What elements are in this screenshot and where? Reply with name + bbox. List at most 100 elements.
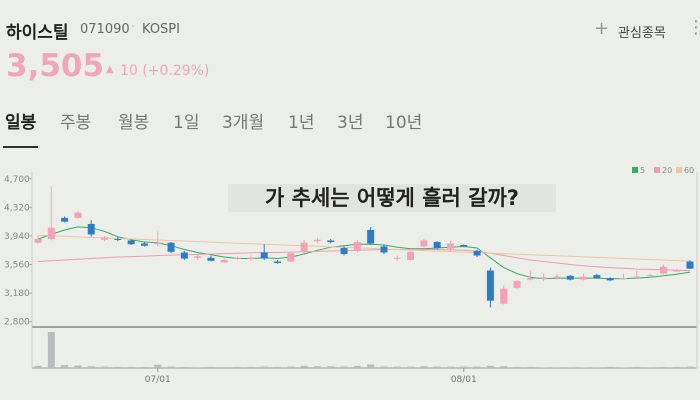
volume-bar	[367, 364, 375, 368]
candle-body	[340, 247, 348, 255]
candle-body	[606, 278, 614, 281]
candle-body	[260, 252, 268, 259]
more-icon[interactable]: ⋮	[687, 17, 700, 38]
candle-body	[61, 217, 69, 222]
annotation: 가 추세는 어떻게 흘러 갈까?	[265, 186, 519, 210]
volume-bar	[553, 367, 561, 368]
volume-bar	[61, 365, 69, 368]
y-tick-label: 4,320	[4, 203, 30, 213]
volume-bar	[167, 366, 175, 368]
volume-bar	[327, 366, 335, 368]
volume-bar	[220, 367, 228, 368]
candle-body	[87, 223, 95, 235]
moving-average	[37, 249, 691, 272]
volume-bar	[420, 366, 428, 368]
volume-bar	[87, 366, 95, 368]
candle-body	[287, 253, 295, 262]
candle-body	[327, 240, 335, 242]
candle-body	[353, 241, 361, 252]
volume-bar	[540, 367, 548, 368]
candle-body	[313, 239, 321, 242]
price: 3,505	[6, 48, 105, 84]
candle-body	[673, 270, 681, 272]
candle-body	[194, 256, 202, 258]
volume-bar	[313, 366, 321, 368]
y-tick-label: 3,180	[4, 289, 30, 299]
period-tab[interactable]: 1년	[288, 113, 315, 133]
period-tab[interactable]: 3년	[337, 113, 364, 133]
volume-bar	[593, 367, 601, 368]
candle-body	[646, 275, 654, 277]
volume-bar	[287, 366, 295, 368]
volume-bar	[127, 366, 135, 368]
period-tab[interactable]: 일봉	[5, 113, 37, 133]
period-tab[interactable]: 월봉	[118, 113, 150, 133]
candle-body	[140, 243, 148, 246]
candle-body	[101, 237, 109, 240]
volume-bar	[74, 365, 82, 368]
candle-body	[580, 276, 588, 280]
x-tick-label: 07/01	[145, 375, 171, 385]
candle-body	[127, 240, 135, 245]
y-tick-label: 4,700	[4, 175, 30, 185]
plus-icon[interactable]: +	[594, 18, 610, 39]
volume-bar	[180, 366, 188, 368]
legend-label: 5	[640, 166, 645, 175]
candle-body	[686, 261, 694, 269]
volume-bar	[34, 365, 42, 368]
candle-body	[380, 246, 388, 253]
market: KOSPI	[142, 22, 180, 37]
volume-bar	[140, 366, 148, 368]
separator-dot: ·	[131, 19, 136, 35]
volume-bar	[340, 366, 348, 368]
legend-swatch	[632, 167, 638, 173]
period-tab[interactable]: 3개월	[222, 113, 265, 133]
candle-body	[486, 270, 494, 301]
candle-body	[593, 275, 601, 279]
volume-bar	[500, 366, 508, 368]
tab-underline	[3, 146, 38, 148]
moving-average	[37, 226, 691, 280]
volume-bar	[194, 367, 202, 368]
volume-bar	[154, 364, 162, 368]
legend-label: 20	[662, 166, 672, 175]
candle-body	[433, 241, 441, 248]
candle-body	[553, 276, 561, 279]
moving-average	[37, 234, 691, 262]
volume-bar	[460, 366, 468, 368]
candle-body	[74, 212, 82, 218]
y-tick-label: 3,560	[4, 261, 30, 271]
candle-body	[247, 257, 255, 259]
candle-body	[300, 242, 308, 253]
period-tab[interactable]: 주봉	[60, 113, 92, 133]
legend-label: 60	[684, 166, 694, 175]
candle-body	[446, 243, 454, 249]
candle-body	[407, 251, 415, 261]
volume-bar	[646, 367, 654, 368]
legend-swatch	[676, 167, 682, 173]
candle-body	[220, 260, 228, 263]
volume-bar	[234, 366, 242, 368]
watch-button[interactable]: 관심종목	[618, 26, 666, 41]
y-tick-label: 2,800	[4, 318, 30, 328]
candle-body	[180, 252, 188, 259]
candle-body	[540, 277, 548, 279]
volume-bar	[207, 366, 215, 368]
volume-bar	[673, 366, 681, 368]
volume-bar	[619, 367, 627, 368]
candle-body	[47, 227, 55, 239]
candle-body	[154, 242, 162, 245]
volume-bar	[486, 365, 494, 368]
volume-bar	[526, 366, 534, 368]
volume-bar	[353, 365, 361, 368]
volume-bar	[433, 366, 441, 368]
candle-body	[34, 238, 42, 243]
chart: 4,700 4,320 3,940 3,560 3,180 2,800 07/01 08/01…	[4, 166, 698, 385]
period-tab[interactable]: 1일	[173, 113, 200, 133]
period-tab[interactable]: 10년	[385, 113, 423, 133]
volume-bar	[659, 366, 667, 368]
volume-bar	[606, 366, 614, 368]
volume-bar	[247, 366, 255, 368]
volume-bar	[260, 366, 268, 368]
volume-bar	[686, 366, 694, 368]
